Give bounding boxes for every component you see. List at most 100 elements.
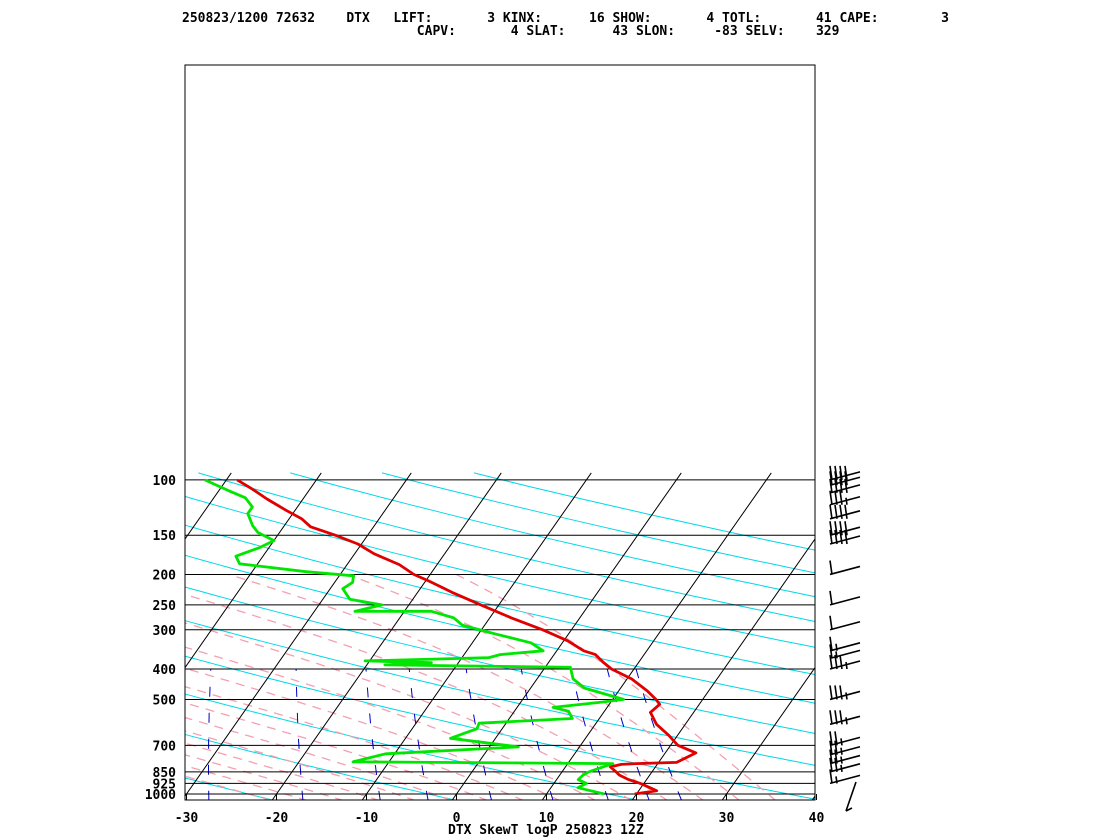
- plot-frame: [184, 64, 816, 801]
- wind-barb-flag: [829, 521, 833, 536]
- dry-adiabat: [185, 733, 457, 800]
- mixing-ratio-line: [295, 668, 304, 800]
- wind-barb-flag: [834, 521, 838, 536]
- header-indices-line1: 250823/1200 72632 DTX LIFT: 3 KINX: 16 S…: [182, 11, 949, 26]
- wind-barb-staff: [829, 526, 861, 536]
- wind-barb-flag: [829, 740, 833, 755]
- wind-barb-staff: [845, 781, 857, 812]
- isotherm: [902, 473, 1120, 801]
- wind-barb-flag: [844, 529, 848, 545]
- wind-barb: [829, 740, 861, 756]
- pressure-label: 200: [153, 568, 177, 583]
- moist-adiabat: [185, 775, 272, 800]
- wind-barb: [829, 490, 861, 506]
- moist-adiabat: [185, 685, 524, 800]
- wind-barb-staff: [829, 510, 861, 520]
- wind-barb-flag: [839, 465, 843, 481]
- mixing-ratio-line: [408, 668, 429, 800]
- wind-barb-flag: [840, 756, 843, 764]
- wind-barb-flag: [829, 560, 833, 575]
- pressure-label: 850: [153, 766, 177, 781]
- wind-barb-flag: [829, 731, 833, 746]
- dewpoint-profile-line: [204, 478, 625, 796]
- wind-barb: [845, 781, 857, 812]
- wind-barb: [829, 590, 861, 606]
- wind-barb: [829, 749, 861, 765]
- wind-barb-staff: [829, 495, 861, 506]
- wind-barb-flag: [835, 651, 838, 659]
- wind-barb-flag: [829, 685, 833, 700]
- dry-adiabat: [185, 524, 815, 676]
- moist-adiabat: [185, 730, 416, 800]
- wind-barb-flag: [840, 764, 843, 772]
- wind-barb-staff: [829, 565, 861, 576]
- pressure-label: 500: [153, 693, 177, 708]
- pressure-label: 1000: [145, 788, 176, 803]
- moist-adiabat: [185, 702, 488, 800]
- wind-barb-staff: [829, 476, 861, 487]
- wind-barb-flag: [834, 731, 838, 746]
- x-tick-label: 0: [453, 811, 461, 826]
- moist-adiabat: [185, 742, 380, 800]
- wind-barb-staff: [829, 471, 861, 481]
- pressure-label: 700: [153, 739, 177, 754]
- wind-barb: [829, 731, 861, 747]
- wind-barb: [829, 465, 861, 481]
- wind-barb: [829, 636, 861, 652]
- wind-barb-flag: [829, 478, 833, 494]
- pressure-gridlines: [185, 479, 815, 795]
- moist-adiabat: [185, 646, 596, 800]
- wind-barb-staff: [829, 660, 861, 670]
- wind-barb-flag: [829, 590, 833, 606]
- wind-barb-flag: [829, 504, 833, 519]
- wind-barb-flag: [845, 717, 848, 725]
- wind-barb-flag: [845, 497, 848, 505]
- wind-barb-staff: [829, 642, 861, 652]
- wind-barb-flag: [834, 749, 838, 764]
- moist-adiabat: [346, 573, 740, 800]
- mixing-ratio-line: [208, 668, 212, 800]
- isotherm: [185, 472, 232, 540]
- wind-barb-staff: [829, 774, 861, 785]
- wind-barb: [829, 615, 861, 631]
- isotherm: [361, 472, 592, 800]
- wind-barb-flag: [844, 465, 848, 481]
- wind-barb-flag: [834, 478, 838, 494]
- isotherm: [185, 472, 322, 669]
- wind-barb-flag: [834, 504, 838, 519]
- wind-barb-flag: [839, 685, 843, 700]
- wind-barb-staff: [829, 736, 861, 747]
- dry-adiabat: [185, 693, 640, 800]
- sounding-profiles: [204, 478, 698, 796]
- wind-barb: [829, 504, 861, 520]
- temperature-tick-labels: -30 -20 -10 0 10 20 30 40: [175, 794, 825, 826]
- wind-barb-flag: [829, 636, 833, 651]
- dry-adiabat: [198, 472, 815, 622]
- wind-barb-flag: [834, 710, 838, 725]
- dry-adiabat: [185, 554, 815, 704]
- moist-adiabat: [185, 754, 344, 800]
- wind-barb-staff: [829, 763, 861, 773]
- moist-adiabat: [185, 716, 452, 800]
- wind-barb-flag: [839, 478, 843, 494]
- wind-barb-staff: [829, 754, 861, 765]
- wind-barb: [829, 769, 861, 785]
- wind-barb-staff: [829, 745, 861, 756]
- x-tick-label: -20: [265, 811, 289, 826]
- wind-barb-flag: [845, 661, 848, 670]
- x-tick-label: 40: [809, 811, 825, 826]
- wind-barb: [829, 685, 861, 701]
- wind-barb-flag: [834, 757, 838, 772]
- pressure-label: 300: [153, 624, 177, 639]
- wind-barb-flag: [839, 521, 843, 536]
- wind-barb-flag: [840, 738, 843, 746]
- wind-barb-flag: [840, 747, 843, 755]
- isotherm: [451, 472, 682, 800]
- mixing-ratio-line: [520, 668, 554, 800]
- pressure-label: 100: [153, 474, 177, 489]
- mixing-ratio-line: [635, 668, 682, 800]
- chart-title: DTX SkewT logP 250823 12Z: [448, 823, 644, 838]
- wind-barb: [829, 521, 861, 536]
- wind-barb-flag: [829, 615, 833, 630]
